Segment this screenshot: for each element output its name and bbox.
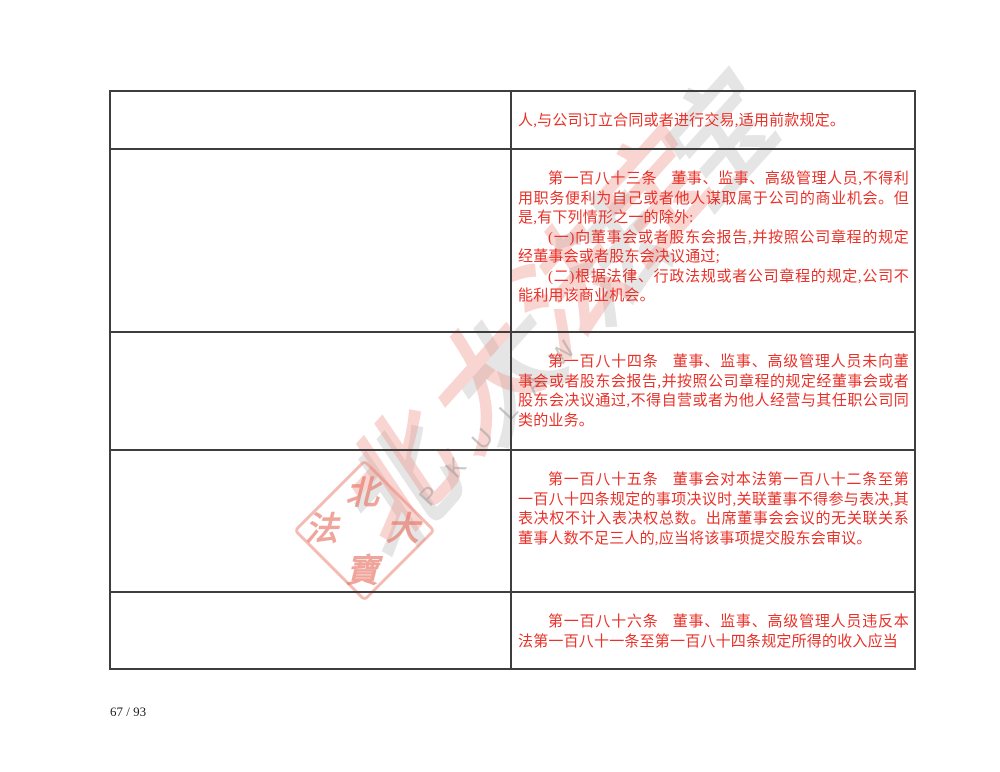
- law-paragraph: 第一百八十六条 董事、监事、高级管理人员违反本法第一百八十一条至第一百八十四条规定…: [518, 613, 909, 652]
- new-law-cell: 人,与公司订立合同或者进行交易,适用前款规定。: [510, 90, 916, 150]
- law-paragraph: (二)根据法律、行政法规或者公司章程的规定,公司不能利用该商业机会。: [518, 268, 909, 307]
- paragraph-text: 董事、监事、高级管理人员,不得利用职务便利为自己或者他人谋取属于公司的商业机会。…: [518, 171, 910, 226]
- article-number: 第一百八十三条: [548, 171, 658, 187]
- paragraph-text: 董事会对本法第一百八十二条至第一百八十四条规定的事项决议时,关联董事不得参与表决…: [518, 472, 909, 547]
- new-law-cell: 第一百八十六条 董事、监事、高级管理人员违反本法第一百八十一条至第一百八十四条规定…: [510, 591, 916, 670]
- table-row: 人,与公司订立合同或者进行交易,适用前款规定。: [109, 90, 916, 150]
- paragraph-text: 董事、监事、高级管理人员违反本法第一百八十一条至第一百八十四条规定所得的收入应当: [518, 614, 909, 650]
- article-number: 第一百八十四条: [548, 354, 659, 370]
- paragraph-text: 董事、监事、高级管理人员未向董事会或者股东会报告,并按照公司章程的规定经董事会或…: [518, 354, 909, 429]
- article-number: 第一百八十六条: [548, 614, 659, 630]
- new-law-cell: 第一百八十三条 董事、监事、高级管理人员,不得利用职务便利为自己或者他人谋取属于公…: [510, 148, 916, 333]
- law-paragraph: 第一百八十五条 董事会对本法第一百八十二条至第一百八十四条规定的事项决议时,关联董…: [518, 471, 909, 549]
- law-paragraph: 人,与公司订立合同或者进行交易,适用前款规定。: [518, 112, 909, 132]
- law-paragraph: 第一百八十三条 董事、监事、高级管理人员,不得利用职务便利为自己或者他人谋取属于公…: [518, 170, 909, 229]
- table-row: 第一百八十六条 董事、监事、高级管理人员违反本法第一百八十一条至第一百八十四条规定…: [109, 591, 916, 670]
- old-law-cell: [109, 148, 512, 333]
- law-paragraph: 第一百八十四条 董事、监事、高级管理人员未向董事会或者股东会报告,并按照公司章程的…: [518, 353, 909, 431]
- paragraph-text: (一)向董事会或者股东会报告,并按照公司章程的规定经董事会或者股东会决议通过;: [518, 229, 909, 266]
- table-row: 第一百八十五条 董事会对本法第一百八十二条至第一百八十四条规定的事项决议时,关联董…: [109, 449, 916, 593]
- table-row: 第一百八十四条 董事、监事、高级管理人员未向董事会或者股东会报告,并按照公司章程的…: [109, 331, 916, 451]
- old-law-cell: [109, 449, 512, 593]
- law-paragraph: (一)向董事会或者股东会报告,并按照公司章程的规定经董事会或者股东会决议通过;: [518, 229, 909, 268]
- old-law-cell: [109, 331, 512, 451]
- law-comparison-table: 人,与公司订立合同或者进行交易,适用前款规定。 第一百八十三条 董事、监事、高级管…: [109, 90, 916, 670]
- table-row: 第一百八十三条 董事、监事、高级管理人员,不得利用职务便利为自己或者他人谋取属于公…: [109, 148, 916, 333]
- old-law-cell: [109, 90, 512, 150]
- article-number: 第一百八十五条: [548, 472, 659, 488]
- paragraph-text: (二)根据法律、行政法规或者公司章程的规定,公司不能利用该商业机会。: [518, 268, 909, 305]
- paragraph-text: 人,与公司订立合同或者进行交易,适用前款规定。: [518, 113, 846, 129]
- old-law-cell: [109, 591, 512, 670]
- new-law-cell: 第一百八十五条 董事会对本法第一百八十二条至第一百八十四条规定的事项决议时,关联董…: [510, 449, 916, 593]
- new-law-cell: 第一百八十四条 董事、监事、高级管理人员未向董事会或者股东会报告,并按照公司章程的…: [510, 331, 916, 451]
- page-number: 67 / 93: [110, 704, 147, 719]
